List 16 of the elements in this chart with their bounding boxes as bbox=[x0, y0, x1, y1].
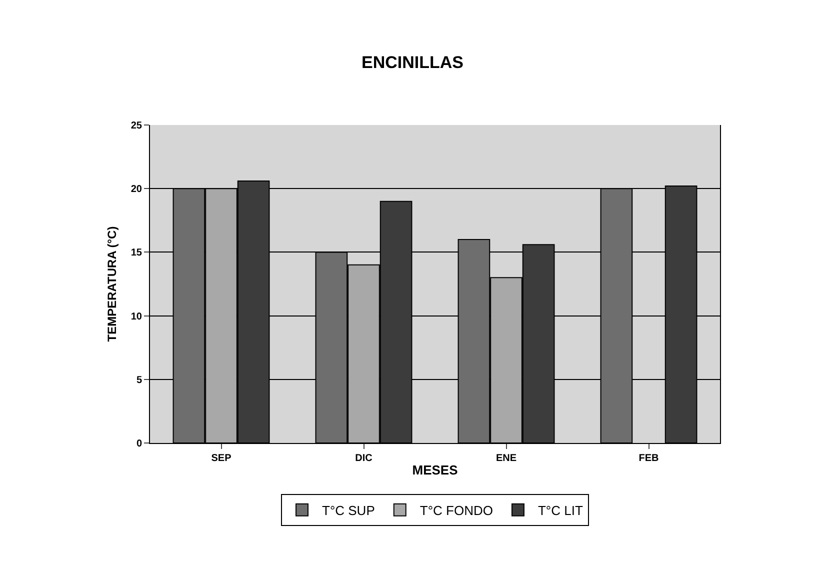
x-tick-label: SEP bbox=[211, 453, 232, 464]
y-tick-label: 5 bbox=[136, 374, 142, 386]
legend-label: T°C FONDO bbox=[420, 502, 493, 518]
chart-title: ENCINILLAS bbox=[362, 53, 464, 72]
y-tick-label: 15 bbox=[130, 248, 142, 259]
legend-label: T°C SUP bbox=[322, 502, 375, 518]
x-axis-title: MESES bbox=[412, 462, 458, 478]
x-tick-label: DIC bbox=[355, 453, 372, 464]
y-tick-label: 20 bbox=[130, 184, 142, 196]
y-axis-title: TEMPERATURA (°C) bbox=[105, 226, 119, 342]
legend-label: T°C LIT bbox=[538, 502, 583, 518]
x-tick-label: ENE bbox=[496, 453, 517, 464]
x-tick-label: FEB bbox=[638, 453, 659, 464]
y-tick-label: 0 bbox=[136, 438, 142, 450]
y-tick-label: 10 bbox=[130, 311, 142, 322]
y-tick-label: 25 bbox=[130, 120, 142, 132]
